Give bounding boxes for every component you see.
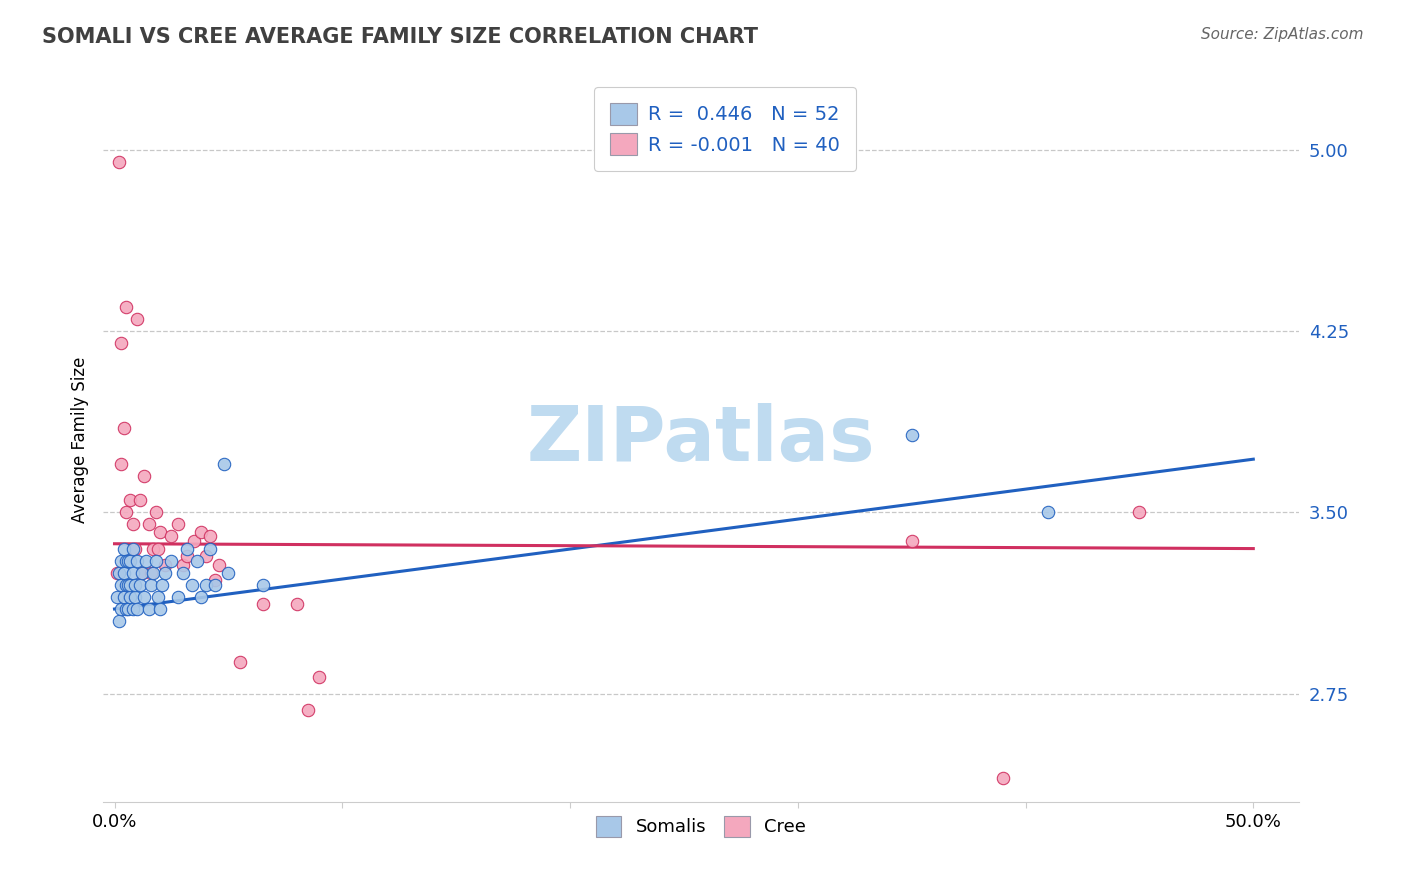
Point (121, 541, 143, 556)
Y-axis label: Average Family Size: Average Family Size (72, 357, 89, 523)
Point (124, 590, 146, 604)
Point (131, 566, 153, 580)
Point (194, 578, 217, 592)
Point (297, 703, 319, 717)
Point (110, 602, 132, 616)
Point (149, 524, 172, 539)
Point (198, 541, 221, 556)
Point (112, 590, 135, 604)
Point (138, 602, 160, 616)
Point (117, 602, 139, 616)
Point (160, 529, 183, 543)
Point (212, 457, 235, 471)
Point (112, 541, 135, 556)
Point (127, 554, 149, 568)
Point (121, 517, 143, 532)
Point (145, 554, 167, 568)
Point (991, 771, 1014, 785)
Point (115, 554, 138, 568)
Point (149, 602, 172, 616)
Point (128, 578, 150, 592)
Point (900, 428, 922, 442)
Point (167, 590, 190, 604)
Point (121, 566, 143, 580)
Point (190, 590, 212, 604)
Point (153, 558, 176, 573)
Point (112, 566, 135, 580)
Point (142, 541, 165, 556)
Point (285, 597, 308, 611)
Point (105, 566, 128, 580)
Point (117, 578, 139, 592)
Point (146, 590, 169, 604)
Point (176, 541, 198, 556)
Point (217, 566, 239, 580)
Point (204, 573, 226, 587)
Point (198, 529, 221, 543)
Point (150, 578, 173, 592)
Point (900, 534, 922, 549)
Point (142, 566, 165, 580)
Point (1038, 505, 1060, 519)
Point (194, 549, 217, 563)
Text: SOMALI VS CREE AVERAGE FAMILY SIZE CORRELATION CHART: SOMALI VS CREE AVERAGE FAMILY SIZE CORRE… (42, 27, 758, 46)
Point (120, 493, 142, 508)
Point (1128, 505, 1150, 519)
Point (138, 517, 160, 532)
Point (145, 505, 167, 519)
Point (110, 578, 132, 592)
Point (128, 493, 150, 508)
Text: Source: ZipAtlas.com: Source: ZipAtlas.com (1201, 27, 1364, 42)
Point (167, 517, 190, 532)
Legend: Somalis, Cree: Somalis, Cree (589, 809, 813, 844)
Point (186, 554, 208, 568)
Point (115, 300, 138, 314)
Point (176, 549, 198, 563)
Point (115, 578, 138, 592)
Point (308, 670, 330, 684)
Point (115, 602, 138, 616)
Point (146, 541, 169, 556)
Point (124, 541, 146, 556)
Point (127, 602, 149, 616)
Point (108, 566, 131, 580)
Point (153, 566, 176, 580)
Point (112, 421, 135, 435)
Point (190, 524, 212, 539)
Point (183, 534, 205, 549)
Point (124, 578, 146, 592)
Point (131, 566, 153, 580)
Point (252, 578, 274, 592)
Point (172, 558, 194, 573)
Point (108, 155, 131, 169)
Point (108, 614, 131, 628)
Point (115, 505, 138, 519)
Point (117, 554, 139, 568)
Point (127, 312, 149, 326)
Point (208, 558, 231, 573)
Point (252, 597, 274, 611)
Point (204, 578, 226, 592)
Point (105, 590, 128, 604)
Text: ZIPatlas: ZIPatlas (527, 403, 876, 477)
Point (120, 578, 142, 592)
Point (117, 554, 139, 568)
Point (134, 590, 156, 604)
Point (110, 457, 132, 471)
Point (121, 602, 143, 616)
Point (120, 554, 142, 568)
Point (181, 578, 204, 592)
Point (134, 469, 156, 483)
Point (120, 590, 142, 604)
Point (110, 336, 132, 351)
Point (229, 655, 252, 669)
Point (160, 554, 183, 568)
Point (172, 566, 194, 580)
Point (139, 566, 162, 580)
Point (110, 554, 132, 568)
Point (135, 554, 157, 568)
Point (139, 578, 162, 592)
